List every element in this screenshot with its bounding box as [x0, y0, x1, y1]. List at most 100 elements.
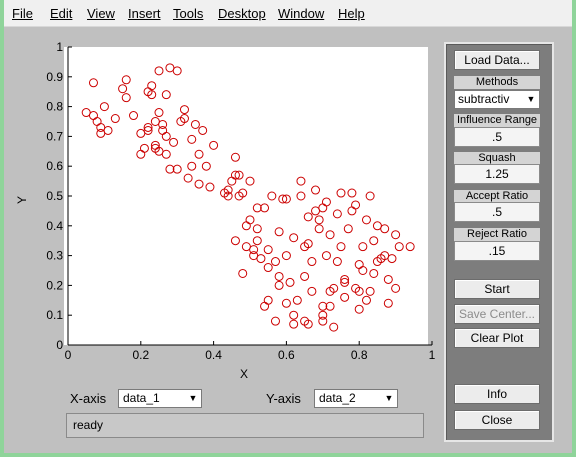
scatter-point	[369, 268, 379, 278]
y-tick-label: 0.1	[46, 308, 63, 322]
scatter-point	[187, 134, 197, 144]
scatter-point	[143, 122, 153, 132]
menu-help[interactable]: Help	[338, 6, 365, 21]
scatter-point	[296, 176, 306, 186]
scatter-point	[391, 283, 401, 293]
scatter-point	[351, 200, 361, 210]
scatter-point	[245, 176, 255, 186]
y-tick-label: 0	[56, 338, 63, 352]
info-button[interactable]: Info	[454, 384, 540, 404]
scatter-point	[383, 298, 393, 308]
scatter-point	[238, 268, 248, 278]
scatter-point	[161, 90, 171, 100]
scatter-point	[311, 185, 321, 195]
scatter-point	[274, 271, 284, 281]
status-field: ready	[66, 413, 424, 438]
scatter-point	[361, 295, 371, 305]
scatter-point	[172, 66, 182, 76]
influence-range-label: Influence Range	[454, 114, 540, 127]
load-data-button[interactable]: Load Data...	[454, 50, 540, 70]
scatter-point	[267, 191, 277, 201]
scatter-point	[325, 230, 335, 240]
scatter-point	[321, 251, 331, 261]
menu-view[interactable]: View	[87, 6, 115, 21]
scatter-point	[230, 236, 240, 246]
scatter-point	[187, 161, 197, 171]
scatter-point	[358, 266, 368, 275]
scatter-point	[205, 182, 215, 192]
scatter-point	[245, 215, 255, 225]
menu-tools[interactable]: Tools	[173, 6, 203, 21]
scatter-point	[354, 304, 364, 314]
scatter-point	[252, 236, 262, 246]
scatter-point	[263, 263, 273, 273]
scatter-point	[347, 188, 357, 198]
x-tick-label: 0.2	[132, 348, 149, 362]
status-text: ready	[73, 418, 104, 432]
chevron-down-icon: ▼	[526, 94, 536, 104]
scatter-point	[391, 230, 401, 240]
scatter-point	[252, 224, 262, 234]
squash-input[interactable]: 1.25	[454, 164, 540, 184]
scatter-point	[136, 149, 146, 159]
menu-window[interactable]: Window	[278, 6, 324, 21]
influence-range-input[interactable]: .5	[454, 127, 540, 147]
reject-ratio-input[interactable]: .15	[454, 241, 540, 261]
y-axis-select-label: Y-axis	[266, 391, 301, 406]
scatter-point	[303, 239, 313, 249]
clear-plot-button[interactable]: Clear Plot	[454, 328, 540, 348]
scatter-point	[172, 164, 182, 174]
x-tick-label: 0.4	[205, 348, 222, 362]
scatter-point	[143, 87, 153, 97]
scatter-point	[365, 191, 375, 201]
scatter-point	[394, 242, 404, 252]
scatter-point	[99, 102, 109, 112]
x-axis-select[interactable]: data_1 ▼	[118, 389, 202, 408]
menu-desktop[interactable]: Desktop	[218, 6, 266, 21]
scatter-point	[289, 319, 299, 329]
y-axis-select[interactable]: data_2 ▼	[314, 389, 398, 408]
scatter-point	[387, 254, 397, 264]
scatter-point	[88, 111, 98, 121]
menu-file[interactable]: File	[12, 6, 33, 21]
scatter-point	[289, 310, 299, 320]
scatter-point	[365, 286, 375, 296]
scatter-point	[88, 78, 98, 88]
menu-insert[interactable]: Insert	[128, 6, 161, 21]
scatter-point	[165, 164, 175, 174]
scatter-point	[201, 161, 211, 171]
x-axis-select-value: data_1	[123, 391, 160, 405]
x-tick-label: 1	[429, 348, 436, 362]
scatter-point	[340, 277, 350, 287]
start-button[interactable]: Start	[454, 279, 540, 299]
menu-tools-label: Tools	[173, 6, 204, 21]
menu-edit[interactable]: Edit	[50, 6, 72, 21]
accept-ratio-input[interactable]: .5	[454, 202, 540, 222]
menu-window-label: Window	[278, 6, 325, 21]
scatter-point	[340, 274, 350, 284]
axes-frame: 0 0.2 0.4 0.6 0.8 1 0 0.1 0.2 0.3 0.4 0.5 0.6 0.7 0.8 0…	[15, 40, 436, 381]
scatter-point	[194, 179, 204, 189]
scatter-point	[329, 322, 339, 332]
y-tick-label: 0.7	[46, 129, 63, 143]
scatter-point	[303, 212, 313, 222]
scatter-point	[318, 316, 328, 326]
y-axis-label: Y	[15, 196, 29, 204]
scatter-point	[143, 125, 153, 135]
scatter-point	[169, 137, 179, 147]
scatter-point	[307, 257, 317, 267]
menu-desktop-label: Desktop	[218, 6, 266, 21]
x-tick-label: 0.6	[278, 348, 295, 362]
scatter-point	[230, 152, 240, 162]
methods-select[interactable]: subtractiv ▼	[454, 90, 540, 109]
scatter-point	[281, 251, 291, 261]
y-tick-label: 0.3	[46, 249, 63, 263]
scatter-point	[354, 286, 364, 296]
save-center-button[interactable]: Save Center...	[454, 304, 540, 324]
close-button[interactable]: Close	[454, 410, 540, 430]
y-tick-label: 0.4	[46, 219, 63, 233]
scatter-point	[190, 119, 200, 129]
menu-bar: File Edit View Insert Tools Desktop Wind…	[4, 0, 572, 27]
scatter-point	[263, 295, 273, 305]
y-axis-select-value: data_2	[319, 391, 356, 405]
